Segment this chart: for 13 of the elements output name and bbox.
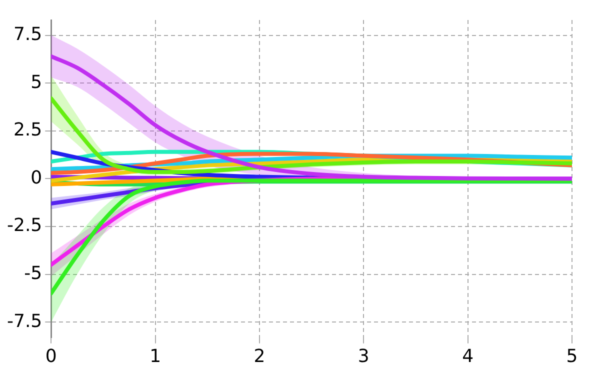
y-tick-label: 7.5 <box>13 24 42 45</box>
x-tick-label: 2 <box>254 346 266 367</box>
x-tick-label: 1 <box>150 346 162 367</box>
y-tick-label: -7.5 <box>6 310 42 332</box>
y-tick-label: -2.5 <box>6 215 42 236</box>
y-tick-label: 2.5 <box>13 120 42 141</box>
y-tick-label: 0 <box>30 167 42 188</box>
y-tick-label: -5 <box>24 262 42 284</box>
y-tick-label: 5 <box>30 72 42 93</box>
x-tick-label: 0 <box>45 346 57 367</box>
x-tick-label: 3 <box>358 346 370 367</box>
x-tick-label: 5 <box>566 346 578 367</box>
x-tick-label: 4 <box>462 346 474 367</box>
